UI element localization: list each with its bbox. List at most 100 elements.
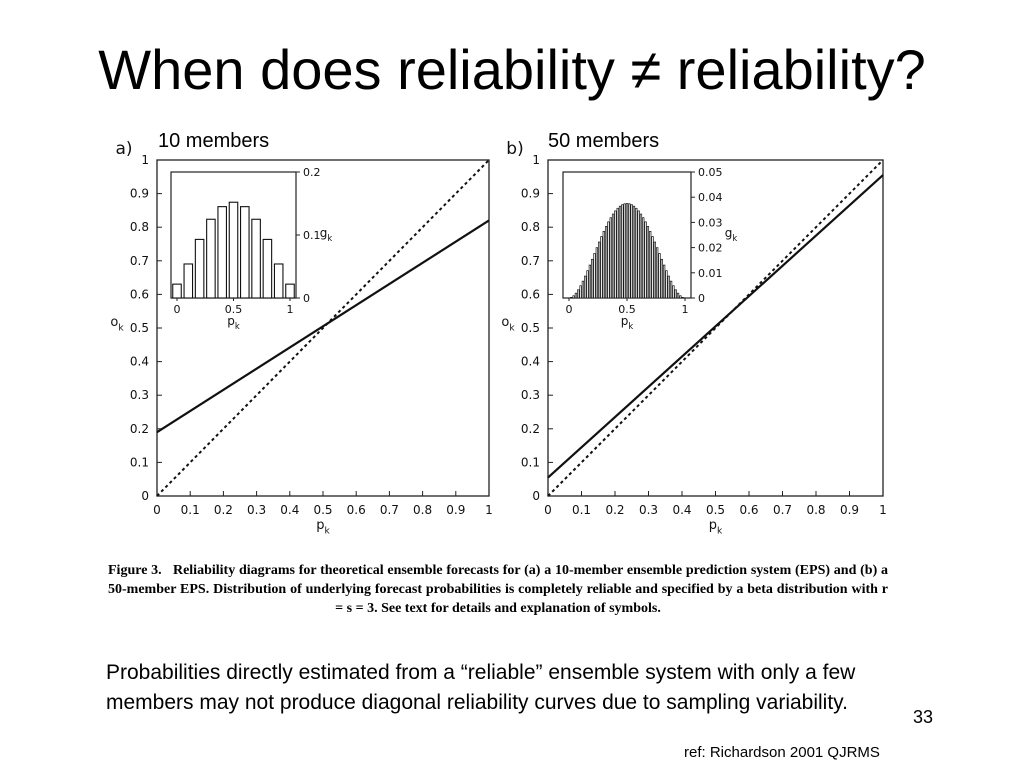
inset-bar	[653, 241, 656, 299]
inset-bar	[632, 205, 636, 299]
x-tick-label: 0.9	[840, 503, 859, 517]
x-tick-label: 0.6	[347, 503, 366, 517]
y-tick-label: 0.7	[130, 254, 149, 268]
inset-bar	[642, 217, 645, 299]
x-tick-label: 0.2	[214, 503, 233, 517]
y-tick-label: 1	[141, 153, 149, 167]
y-tick-label: 0.1	[521, 455, 540, 469]
y-tick-label: 0.2	[521, 422, 540, 436]
inset-bar	[628, 203, 631, 299]
inset-bar	[609, 217, 612, 299]
y-tick-label: 0.7	[521, 254, 540, 268]
x-tick-label: 0.5	[313, 503, 332, 517]
inset-x-tick-label: 0	[566, 303, 573, 316]
y-tick-label: 0	[532, 489, 540, 503]
x-tick-label: 0.3	[247, 503, 266, 517]
y-tick-label: 0.3	[130, 388, 149, 402]
reference-note: ref: Richardson 2001 QJRMS	[684, 744, 880, 761]
x-tick-label: 0.3	[639, 503, 658, 517]
x-tick-label: 0.2	[605, 503, 624, 517]
inset-bar	[217, 206, 227, 299]
inset-y-tick-label: 0.03	[698, 216, 723, 229]
inset-bar	[651, 236, 654, 299]
x-tick-label: 0.8	[806, 503, 825, 517]
figure-caption-label: Figure 3.	[108, 563, 162, 578]
inset-y-tick-label: 0	[303, 292, 310, 305]
inset-bar	[593, 253, 596, 299]
inset-bar	[285, 283, 295, 299]
y-tick-label: 0.1	[130, 455, 149, 469]
x-tick-label: 0	[544, 503, 552, 517]
inset-bar	[604, 226, 608, 299]
inset-bar	[228, 201, 239, 299]
inset-y-axis-label: gk	[725, 226, 738, 243]
x-tick-label: 0.9	[446, 503, 465, 517]
inset-y-tick-label: 0.02	[698, 242, 723, 255]
inset-bar	[574, 292, 578, 299]
inset-bar	[194, 238, 205, 299]
inset-x-tick-label: 0.5	[618, 303, 636, 316]
inset-y-axis-label: gk	[320, 226, 333, 243]
x-tick-label: 0.7	[380, 503, 399, 517]
inset-bar	[570, 297, 573, 299]
inset-y-tick-label: 0.04	[698, 191, 723, 204]
inset-bar	[669, 280, 673, 299]
inset-bar	[206, 218, 216, 299]
inset-bar	[607, 221, 610, 299]
inset-bar	[679, 295, 682, 299]
x-tick-label: 0.1	[572, 503, 591, 517]
inset-x-tick-label: 1	[287, 303, 294, 316]
inset-bar	[660, 258, 663, 299]
body-text: Probabilities directly estimated from a …	[106, 661, 856, 714]
inset-bar	[598, 241, 601, 299]
x-axis-label: pk	[316, 518, 330, 537]
inset-bar	[611, 213, 615, 299]
panel-label: b)	[506, 139, 523, 159]
inset-y-tick-label: 0.01	[698, 267, 723, 280]
y-tick-label: 0.8	[130, 220, 149, 234]
diagonal-reference-line	[156, 159, 490, 497]
x-tick-label: 0.4	[672, 503, 691, 517]
inset-bar	[681, 297, 684, 299]
inset-x-axis-label: pk	[227, 314, 240, 331]
reliability-curve	[547, 174, 884, 479]
inset-bar	[667, 275, 670, 299]
reliability-figure: a)0 0.1 0.2 0.3 0.4 0.5 0.6 0.7 0.8 0.9 100.10.20.…	[110, 139, 886, 537]
panel-label: a)	[115, 139, 132, 159]
inset-bar	[591, 258, 594, 299]
inset-x-tick-label: 1	[682, 303, 689, 316]
inset-bar	[635, 207, 638, 299]
inset-bar	[623, 203, 626, 299]
page-number: 33	[913, 707, 934, 727]
inset-bar	[262, 238, 273, 299]
y-tick-label: 0.5	[130, 321, 149, 335]
reliability-curve	[156, 219, 490, 434]
y-tick-label: 1	[532, 153, 540, 167]
y-axis-label: ok	[501, 315, 515, 334]
inset-bar	[240, 206, 250, 299]
inset-bar	[618, 205, 622, 299]
slide-title: When does reliability ≠ reliability?	[98, 38, 926, 101]
y-tick-label: 0.3	[521, 388, 540, 402]
reliability-diagram-a: a)0 0.1 0.2 0.3 0.4 0.5 0.6 0.7 0.8 0.9 100.10.20.…	[110, 139, 492, 537]
inset-bar	[637, 210, 640, 299]
y-tick-label: 0.6	[130, 287, 149, 301]
inset-bar	[273, 263, 284, 299]
inset-bar	[621, 204, 624, 299]
x-tick-label: 1	[485, 503, 493, 517]
reliability-diagram-b: b)0 0.1 0.2 0.3 0.4 0.5 0.6 0.7 0.8 0.9 100.10.20.…	[501, 139, 886, 537]
x-tick-label: 0.4	[280, 503, 299, 517]
y-tick-label: 0.8	[521, 220, 540, 234]
inset-y-tick-label: 0.05	[698, 166, 723, 179]
inset-bar	[602, 230, 605, 299]
y-tick-label: 0.9	[521, 187, 540, 201]
y-tick-label: 0.5	[521, 321, 540, 335]
inset-bar	[658, 253, 661, 299]
panel-b-caption: 50 members	[548, 130, 660, 152]
x-tick-label: 0.5	[706, 503, 725, 517]
y-tick-label: 0.9	[130, 187, 149, 201]
inset-y-tick-label: 0	[698, 292, 705, 305]
inset-bar	[616, 207, 619, 299]
x-tick-label: 0.7	[773, 503, 792, 517]
figure-caption-text: Reliability diagrams for theoretical ens…	[108, 563, 888, 616]
